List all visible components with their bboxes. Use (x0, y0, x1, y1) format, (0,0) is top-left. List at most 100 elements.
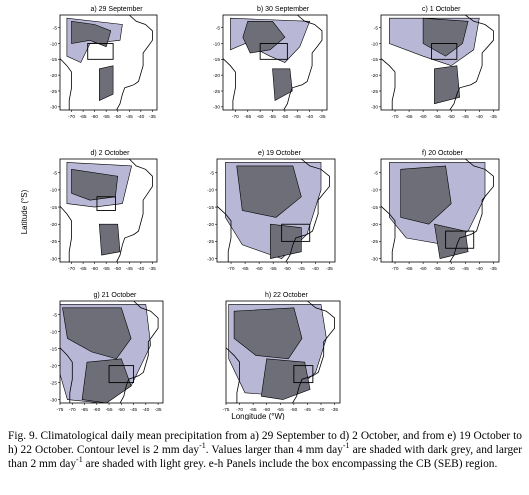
x-tick-label: -55 (277, 407, 284, 413)
x-tick-label: -55 (106, 407, 113, 413)
dark-shade-area (71, 20, 112, 48)
y-tick-label: -15 (50, 346, 57, 352)
figure-panels: a) 29 September-70 -65 -60 -55 -50 -45 -40 -35-… (20, 6, 500, 420)
y-tick-label: -10 (371, 188, 378, 194)
caption-sup-2: -1 (342, 441, 350, 451)
x-tick-label: -40 (306, 114, 313, 120)
dark-shade-area (71, 168, 119, 201)
x-tick-label: -60 (91, 114, 98, 120)
x-tick-label: -35 (490, 114, 497, 120)
x-tick-label: -60 (263, 407, 270, 413)
x-tick-label: -50 (114, 114, 121, 120)
dark-shade-area (400, 165, 452, 225)
x-tick-label: -35 (326, 266, 333, 272)
region-box (259, 43, 288, 60)
panel-title: g) 21 October (94, 292, 137, 299)
dark-shade-area (434, 65, 461, 105)
region-box (108, 365, 135, 384)
coastline (381, 15, 494, 110)
x-tick-label: -70 (69, 407, 76, 413)
panel-b: b) 30 September -70 -65 -60 -55 -50 -45 -40 -35 -… (213, 6, 328, 120)
x-tick-label: -60 (257, 114, 264, 120)
y-tick-label: -25 (207, 239, 214, 245)
x-tick-label: -75 (223, 407, 230, 413)
panel-frame (59, 14, 158, 111)
panel-frame (225, 300, 341, 404)
y-tick-label: -20 (50, 73, 57, 79)
x-tick-label: -35 (149, 266, 156, 272)
dark-shade-area (242, 20, 286, 54)
x-tick-label: -65 (406, 266, 413, 272)
x-tick-label: -40 (476, 266, 483, 272)
panel-frame (380, 158, 500, 263)
x-tick-label: -60 (93, 407, 100, 413)
y-tick-label: -5 (374, 171, 379, 177)
x-tick-label: -50 (114, 266, 121, 272)
x-tick-label: -65 (80, 114, 87, 120)
x-tick-label: -55 (434, 266, 441, 272)
panel-h: h) 22 October -75 -70 -65 -60 -55 -50 -45 -40 -35 (223, 292, 341, 413)
caption-sup-3: -1 (76, 455, 83, 465)
x-tick-label: -65 (80, 266, 87, 272)
caption-part-3: are shaded with dark grey, and larger th… (8, 444, 523, 471)
x-tick-label: -65 (250, 407, 257, 413)
y-tick-label: -30 (371, 105, 378, 111)
y-tick-label: -25 (50, 380, 57, 386)
x-tick-label: -50 (448, 114, 455, 120)
y-tick-label: -25 (50, 89, 57, 95)
panel-title: d) 2 October (91, 150, 131, 157)
x-tick-label: -50 (284, 266, 291, 272)
caption-sup-1: -1 (199, 441, 206, 451)
y-tick-label: -30 (50, 105, 57, 111)
x-tick-label: -60 (420, 114, 427, 120)
y-tick-label: -15 (213, 57, 220, 63)
x-tick-label: -60 (91, 266, 98, 272)
y-tick-label: -20 (50, 222, 57, 228)
x-tick-label: -45 (126, 266, 133, 272)
panel-title: c) 1 October (422, 6, 461, 13)
x-tick-label: -40 (312, 266, 319, 272)
x-tick-label: -55 (434, 114, 441, 120)
y-tick-label: -20 (371, 73, 378, 79)
x-tick-label: -45 (304, 407, 311, 413)
y-tick-label: -30 (371, 256, 378, 262)
x-tick-label: -35 (490, 266, 497, 272)
x-tick-label: -45 (126, 114, 133, 120)
region-box (281, 223, 311, 242)
x-tick-label: -60 (256, 266, 263, 272)
region-box (96, 196, 116, 211)
panel-frame (59, 300, 164, 404)
y-tick-label: -30 (207, 256, 214, 262)
x-tick-label: -70 (392, 114, 399, 120)
x-tick-label: -70 (392, 266, 399, 272)
y-tick-label: -25 (213, 89, 220, 95)
caption-part-1: Fig. 9. Climatological daily mean precip… (8, 430, 522, 457)
x-tick-label: -55 (103, 114, 110, 120)
x-tick-label: -35 (331, 407, 338, 413)
coastline (381, 159, 494, 262)
x-tick-label: -40 (476, 114, 483, 120)
panel-frame (59, 158, 158, 263)
figure-caption: Fig. 9. Climatological daily mean precip… (8, 429, 522, 472)
x-tick-label: -40 (137, 114, 144, 120)
x-axis-label: Longitude (°W) (231, 412, 285, 420)
dark-shade-area (260, 358, 311, 400)
x-tick-label: -60 (420, 266, 427, 272)
dark-shade-area (236, 165, 302, 218)
region-box (87, 43, 114, 60)
dark-shade-area (233, 307, 303, 360)
y-tick-label: -5 (53, 25, 58, 31)
y-tick-label: -5 (210, 171, 215, 177)
x-tick-label: -65 (242, 266, 249, 272)
x-tick-label: -70 (68, 266, 75, 272)
x-tick-label: -35 (155, 407, 162, 413)
x-tick-label: -55 (269, 114, 276, 120)
panel-title: f) 20 October (422, 150, 464, 157)
y-tick-label: -30 (213, 105, 220, 111)
y-tick-label: -15 (207, 205, 214, 211)
region-box (293, 365, 314, 384)
y-tick-label: -5 (53, 171, 58, 177)
x-tick-label: -50 (290, 407, 297, 413)
y-tick-label: -25 (371, 239, 378, 245)
y-tick-label: -20 (371, 222, 378, 228)
